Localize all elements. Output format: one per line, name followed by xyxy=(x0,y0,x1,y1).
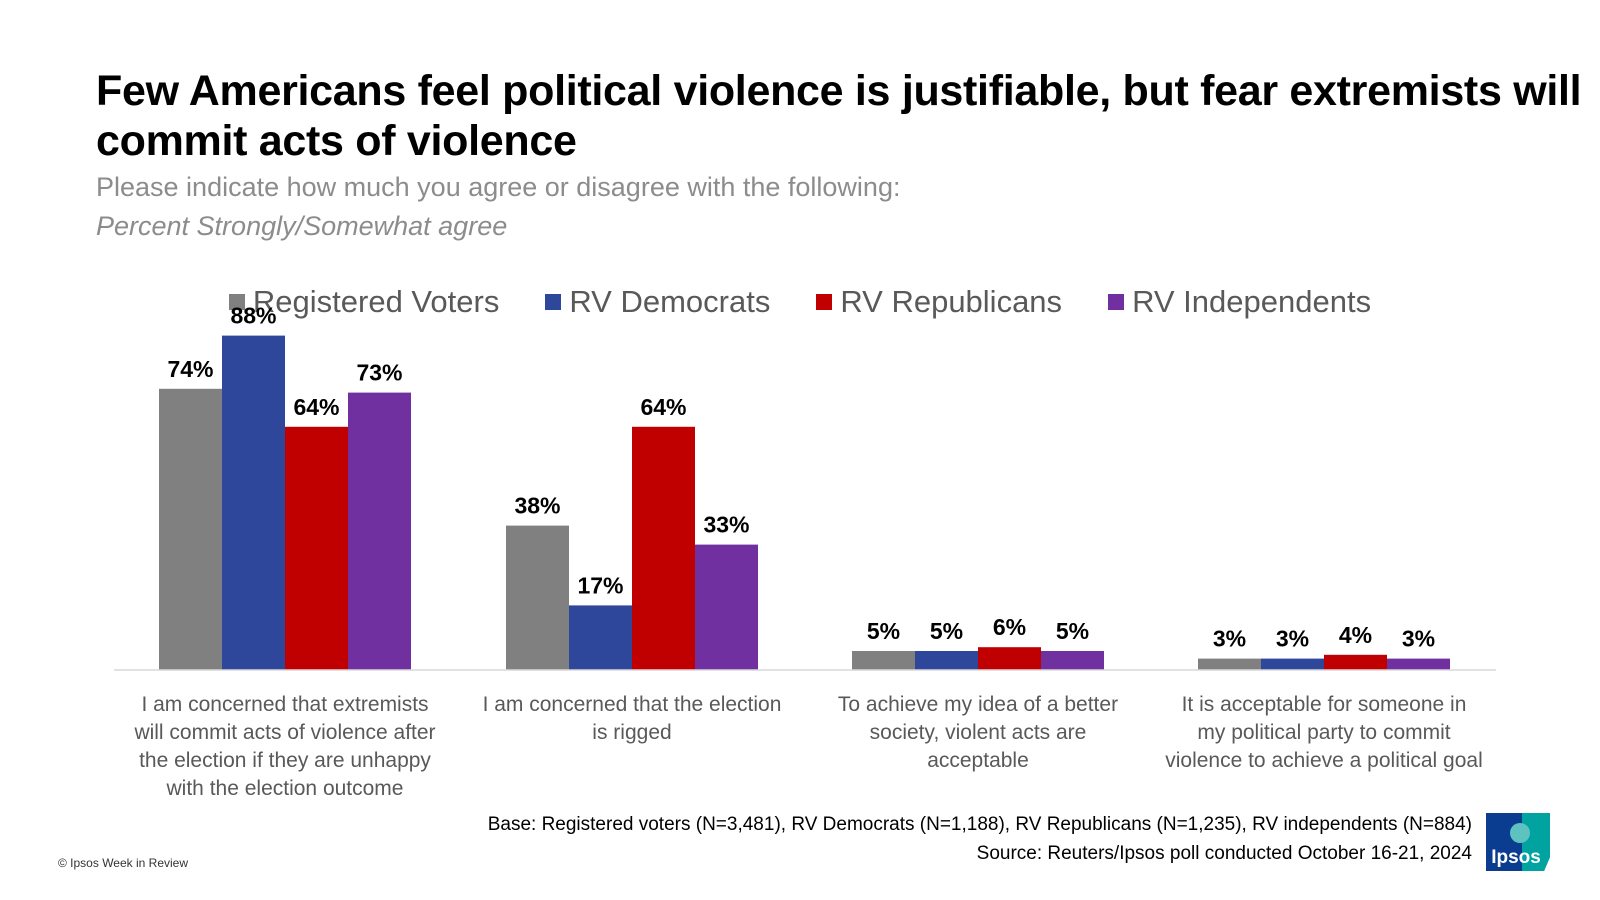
bar-rv-republicans-3 xyxy=(978,647,1041,670)
data-label: 5% xyxy=(1056,618,1089,644)
category-label: with the election outcome xyxy=(166,777,404,800)
data-label: 64% xyxy=(293,394,339,420)
data-label: 38% xyxy=(514,493,560,519)
footer-source-note: Source: Reuters/Ipsos poll conducted Oct… xyxy=(976,843,1472,864)
category-label: is rigged xyxy=(592,721,671,744)
footer-base-note: Base: Registered voters (N=3,481), RV De… xyxy=(487,814,1472,835)
legend-item-rv-independents: RV Independents xyxy=(1108,284,1371,320)
bar-rv-democrats-4 xyxy=(1261,658,1324,670)
bar-rv-republicans-1 xyxy=(285,426,348,670)
chart-subtitle: Please indicate how much you agree or di… xyxy=(96,172,901,202)
bar-rv-democrats-1 xyxy=(222,335,285,670)
data-label: 3% xyxy=(1402,626,1435,652)
legend-label-rv-democrats: RV Democrats xyxy=(569,284,771,319)
data-label: 64% xyxy=(640,394,686,420)
bar-rv-independents-1 xyxy=(348,392,411,670)
category-label: my political party to commit xyxy=(1197,721,1450,744)
legend-swatch-rv-independents xyxy=(1108,294,1125,310)
legend-label-rv-republicans: RV Republicans xyxy=(840,284,1063,319)
legend-swatch-registered-voters xyxy=(228,294,245,310)
bar-registered-voters-3 xyxy=(852,651,915,670)
bar-rv-independents-3 xyxy=(1041,651,1104,670)
data-label: 6% xyxy=(993,614,1026,640)
copyright-notice: © Ipsos Week in Review xyxy=(58,856,189,870)
legend-label-registered-voters: Registered Voters xyxy=(252,284,500,319)
legend-swatch-rv-republicans xyxy=(816,294,833,310)
category-label: I am concerned that the election xyxy=(483,693,782,716)
chart-subtitle-italic: Percent Strongly/Somewhat agree xyxy=(96,211,508,241)
category-label: I am concerned that extremists xyxy=(141,693,428,716)
bar-registered-voters-1 xyxy=(159,388,222,670)
data-label: 5% xyxy=(867,618,900,644)
data-label: 3% xyxy=(1276,626,1309,652)
logo-wordmark: Ipsos xyxy=(1491,847,1541,868)
data-label: 17% xyxy=(577,572,623,598)
data-label: 33% xyxy=(703,512,749,538)
bar-rv-independents-2 xyxy=(695,544,758,670)
bar-rv-republicans-4 xyxy=(1324,654,1387,670)
legend-item-registered-voters: Registered Voters xyxy=(228,284,500,320)
category-label: society, violent acts are xyxy=(870,721,1087,744)
category-label: violence to achieve a political goal xyxy=(1165,749,1483,772)
category-label: will commit acts of violence after xyxy=(133,721,435,744)
bar-rv-democrats-2 xyxy=(569,605,632,670)
category-label: To achieve my idea of a better xyxy=(838,693,1118,716)
legend-item-rv-democrats: RV Democrats xyxy=(545,284,770,320)
data-label: 88% xyxy=(230,303,276,329)
category-label: the election if they are unhappy xyxy=(139,749,431,772)
chart-title: Few Americans feel political violence is… xyxy=(96,67,1582,165)
bar-rv-democrats-3 xyxy=(915,651,978,670)
ipsos-logo: Ipsos xyxy=(1486,813,1550,871)
data-label: 4% xyxy=(1339,622,1372,648)
bar-rv-republicans-2 xyxy=(632,426,695,670)
data-label: 73% xyxy=(356,360,402,386)
bar-rv-independents-4 xyxy=(1387,658,1450,670)
legend-swatch-rv-democrats xyxy=(545,294,562,310)
legend-label-rv-independents: RV Independents xyxy=(1132,284,1372,319)
category-label: It is acceptable for someone in xyxy=(1182,693,1467,716)
data-label: 3% xyxy=(1213,626,1246,652)
bar-registered-voters-2 xyxy=(506,525,569,670)
bar-registered-voters-4 xyxy=(1198,658,1261,670)
chart-legend: Registered Voters RV Democrats RV Republ… xyxy=(0,284,1600,320)
category-label: acceptable xyxy=(927,749,1029,772)
legend-item-rv-republicans: RV Republicans xyxy=(816,284,1062,320)
data-label: 74% xyxy=(167,356,213,382)
data-label: 5% xyxy=(930,618,963,644)
